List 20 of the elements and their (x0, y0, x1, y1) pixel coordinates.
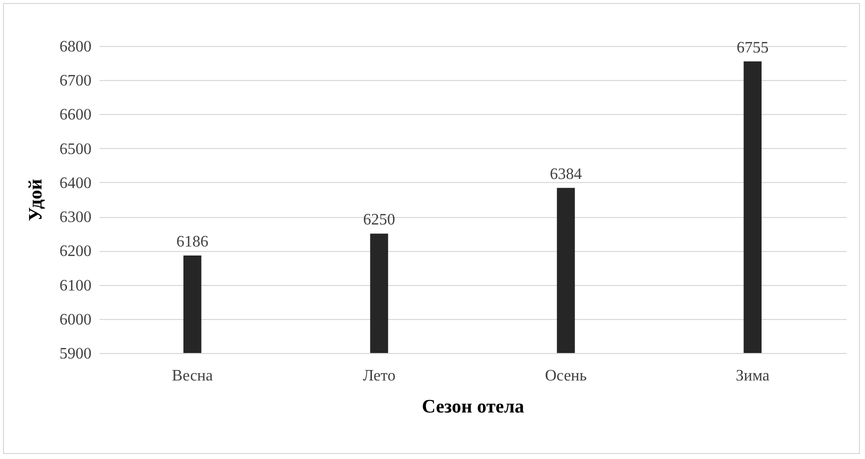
y-tick-label: 6300 (60, 209, 92, 226)
y-tick-label: 6000 (60, 311, 92, 328)
y-tick-label: 6200 (60, 243, 92, 260)
y-tick-label: 6600 (60, 106, 92, 124)
data-label: 6250 (363, 212, 396, 229)
data-label: 6186 (176, 233, 208, 250)
x-tick-label: Лето (362, 368, 396, 384)
y-tick-label: 6800 (60, 38, 92, 56)
y-tick-label: 6100 (60, 277, 92, 294)
x-tick-label: Осень (544, 368, 587, 384)
y-tick-label: 6700 (60, 72, 92, 90)
y-tick-label: 6500 (60, 140, 92, 158)
x-axis-title: Сезон отела (422, 396, 525, 418)
data-label: 6384 (550, 166, 582, 183)
x-tick-label: Весна (172, 368, 213, 384)
y-tick-label: 5900 (60, 346, 92, 362)
x-tick-label: Зима (736, 368, 770, 384)
y-axis-title: Удой (26, 178, 46, 222)
data-label: 6755 (736, 39, 769, 56)
y-tick-label: 6400 (60, 174, 92, 192)
